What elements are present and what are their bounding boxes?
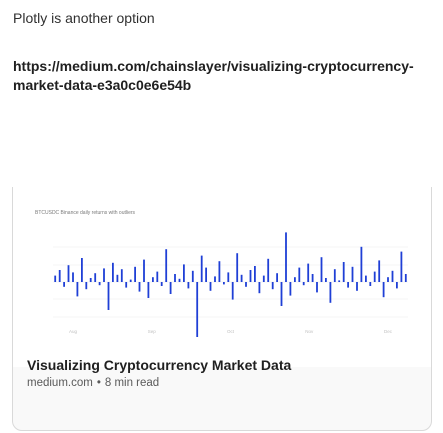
chart-bar: [54, 275, 57, 282]
chart-bar: [396, 282, 398, 289]
meta-separator: •: [96, 377, 101, 389]
link-preview-title: Visualizing Cryptocurrency Market Data: [27, 357, 292, 373]
chart-bar: [89, 278, 92, 282]
chart-bar: [245, 282, 247, 287]
chart-bar: [129, 279, 132, 282]
chart-bar: [387, 277, 389, 282]
chart-bar: [200, 255, 203, 282]
message-link[interactable]: https://medium.com/chainslayer/visualizi…: [13, 58, 414, 93]
chart-bar: [107, 282, 110, 310]
chart-bar: [276, 273, 278, 282]
chart-bar: [236, 253, 239, 282]
chart-bar: [342, 262, 345, 282]
chart-bar: [400, 251, 403, 282]
returns-chart: BTCUSDC Binance daily returns with outli…: [35, 210, 408, 337]
chart-bar: [134, 266, 136, 282]
chart-bar: [404, 274, 407, 282]
chart-bar: [160, 282, 163, 286]
chart-bar: [58, 270, 61, 282]
chart-bar: [311, 274, 314, 282]
chart-bar: [391, 270, 394, 282]
chart-bar: [183, 264, 185, 282]
x-tick-label: Sep: [148, 329, 157, 334]
chart-bar: [187, 282, 190, 289]
chart-bar: [125, 282, 128, 288]
chart-bars: [54, 232, 407, 337]
chart-bar: [320, 257, 323, 282]
link-preview-info: Visualizing Cryptocurrency Market Data m…: [27, 357, 291, 389]
chart-bar: [205, 267, 207, 282]
chart-bar: [174, 274, 176, 282]
chart-bar: [152, 277, 154, 282]
chart-bar: [138, 282, 141, 292]
chart-bar: [143, 259, 145, 282]
chart-bar: [227, 272, 230, 282]
chart-bar: [209, 282, 212, 291]
chart-bar: [325, 278, 327, 282]
chart-bar: [302, 282, 305, 286]
chart-x-axis: Aug Sep Oct Nov Dec: [69, 329, 393, 334]
x-tick-label: Oct: [227, 329, 235, 334]
chart-title: BTCUSDC Binance daily returns with outli…: [35, 210, 136, 216]
chart-bar: [365, 275, 367, 282]
chart-bar: [116, 274, 119, 282]
chart-bar: [254, 266, 256, 282]
chart-bar: [280, 282, 283, 306]
chart-bar: [360, 246, 363, 282]
chart-bar: [338, 280, 341, 282]
link-preview-site: medium.com: [27, 377, 93, 389]
x-tick-label: Nov: [305, 329, 314, 334]
chart-grid: [53, 246, 408, 318]
chart-bar: [298, 267, 301, 282]
chart-bar: [178, 278, 181, 282]
link-preview-read-time: 8 min read: [104, 377, 160, 389]
chart-bar: [307, 263, 310, 282]
chart-bar: [285, 232, 287, 282]
link-preview-thumbnail[interactable]: BTCUSDC Binance daily returns with outli…: [12, 187, 432, 367]
chart-bar: [218, 261, 221, 282]
chart-bar: [112, 262, 114, 282]
chart-bar: [169, 282, 172, 294]
chart-bar: [191, 270, 194, 282]
chart-bar: [351, 266, 354, 282]
chart-bar: [231, 282, 234, 300]
x-tick-label: Aug: [69, 329, 78, 334]
chart-bar: [356, 282, 358, 291]
chart-bar: [294, 277, 296, 282]
chart-bar: [103, 268, 105, 282]
chart-bar: [333, 269, 336, 282]
chart-bar: [67, 265, 70, 282]
chart-bar: [240, 274, 243, 282]
chart-bar: [72, 272, 74, 282]
chart-bar: [120, 269, 123, 282]
chart-bar: [329, 282, 332, 303]
chart-bar: [98, 282, 101, 286]
chart-bar: [369, 282, 372, 286]
chart-bar: [347, 282, 349, 288]
chart-bar: [156, 271, 159, 282]
chart-bar: [81, 258, 83, 282]
chart-bar: [262, 275, 265, 282]
message-intro: Plotly is another option: [13, 10, 155, 26]
chart-bar: [76, 282, 79, 297]
link-preview-meta: medium.com • 8 min read: [27, 377, 291, 389]
chart-bar: [289, 282, 292, 296]
chart-bar: [382, 282, 385, 298]
chart-bar: [196, 282, 199, 337]
chart-bar: [147, 282, 150, 298]
chart-bar: [373, 271, 376, 282]
chart-bar: [85, 282, 88, 290]
chart-bar: [271, 282, 274, 290]
chart-bar: [63, 282, 65, 287]
chart-bar: [378, 260, 381, 282]
chart-bar: [94, 273, 97, 282]
chart-bar: [316, 282, 318, 293]
chart-bar: [249, 270, 252, 282]
chart-bar: [214, 276, 216, 282]
chart-bar: [258, 282, 261, 294]
chart-bar: [267, 258, 270, 282]
x-tick-label: Dec: [384, 329, 393, 334]
chart-bar: [165, 249, 168, 282]
chart-bar: [223, 282, 225, 285]
